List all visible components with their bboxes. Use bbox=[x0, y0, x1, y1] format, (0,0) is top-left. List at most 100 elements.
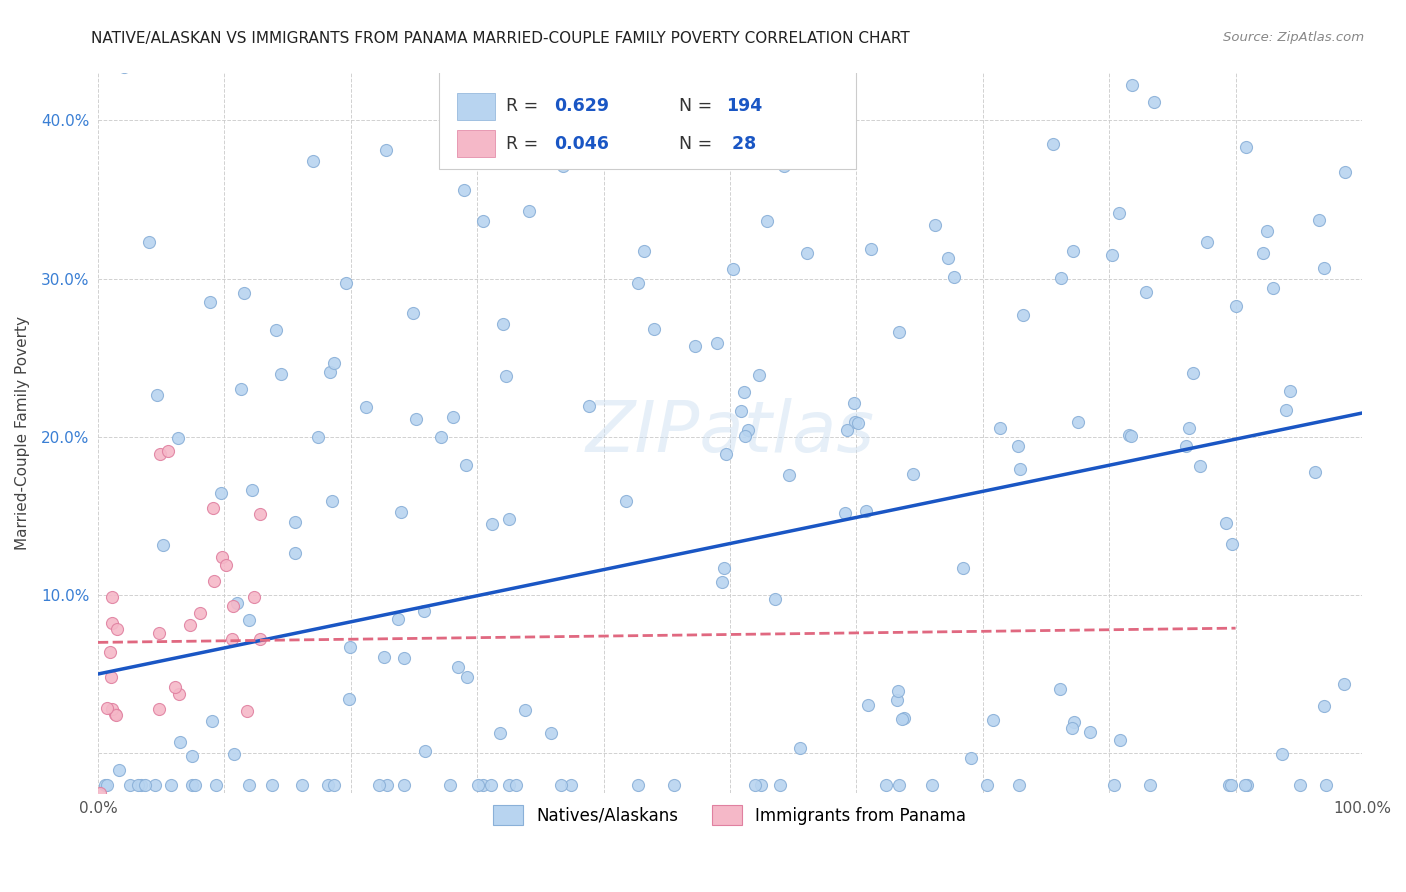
Point bbox=[319, 365, 342, 379]
Point bbox=[467, 778, 489, 792]
Point bbox=[439, 778, 461, 792]
Point bbox=[392, 778, 415, 792]
Point bbox=[789, 740, 811, 755]
Point bbox=[430, 430, 453, 444]
Point bbox=[242, 590, 264, 604]
Point bbox=[893, 711, 915, 725]
Point bbox=[321, 494, 343, 508]
Point bbox=[1178, 421, 1201, 435]
Point bbox=[1225, 299, 1247, 313]
Point bbox=[402, 306, 425, 320]
Point bbox=[167, 431, 190, 445]
Point bbox=[1256, 224, 1278, 238]
Point bbox=[1067, 415, 1090, 429]
Point bbox=[472, 778, 495, 792]
Point bbox=[627, 276, 650, 290]
Point bbox=[1063, 714, 1085, 729]
Point bbox=[198, 294, 221, 309]
Point bbox=[1108, 732, 1130, 747]
Point bbox=[943, 270, 966, 285]
Point bbox=[1263, 281, 1285, 295]
Point bbox=[1008, 778, 1031, 792]
Point bbox=[858, 698, 880, 712]
Point bbox=[180, 778, 202, 792]
Point bbox=[270, 367, 292, 381]
Point bbox=[392, 651, 415, 665]
Point bbox=[875, 778, 897, 792]
Point bbox=[1215, 516, 1237, 530]
Point bbox=[575, 50, 598, 64]
Point bbox=[484, 50, 506, 64]
Point bbox=[1315, 778, 1337, 792]
Point bbox=[844, 415, 866, 429]
Point bbox=[302, 153, 325, 168]
Point bbox=[1062, 722, 1084, 736]
Point bbox=[988, 421, 1011, 435]
Point bbox=[96, 701, 118, 715]
Point bbox=[1308, 213, 1330, 227]
Point bbox=[887, 778, 910, 792]
Point bbox=[202, 500, 225, 515]
Point bbox=[550, 778, 572, 792]
Point bbox=[148, 702, 170, 716]
Point bbox=[148, 626, 170, 640]
Point bbox=[627, 778, 650, 792]
Point bbox=[1121, 78, 1143, 93]
Point bbox=[737, 423, 759, 437]
Point bbox=[1234, 778, 1257, 792]
Point bbox=[291, 778, 314, 792]
Point bbox=[335, 276, 357, 290]
Point bbox=[105, 708, 128, 723]
Point bbox=[1135, 285, 1157, 299]
Point bbox=[322, 778, 344, 792]
Point bbox=[322, 356, 344, 370]
Point bbox=[540, 725, 562, 739]
Point bbox=[498, 512, 520, 526]
Point bbox=[517, 204, 540, 219]
Point bbox=[887, 683, 910, 698]
Point bbox=[447, 660, 470, 674]
Point bbox=[238, 778, 260, 792]
Point bbox=[1251, 245, 1274, 260]
Point bbox=[264, 322, 287, 336]
Point bbox=[498, 778, 520, 792]
Point bbox=[1208, 50, 1230, 64]
Point bbox=[211, 550, 233, 565]
Point bbox=[1010, 462, 1032, 476]
Point bbox=[924, 218, 946, 232]
Point bbox=[769, 778, 792, 792]
Point bbox=[367, 778, 389, 792]
Point bbox=[1195, 235, 1218, 250]
Point bbox=[260, 778, 283, 792]
Point bbox=[184, 778, 207, 792]
Point bbox=[375, 778, 398, 792]
Point bbox=[127, 778, 149, 792]
Point bbox=[744, 778, 766, 792]
Text: Source: ZipAtlas.com: Source: ZipAtlas.com bbox=[1223, 31, 1364, 45]
Point bbox=[960, 750, 983, 764]
Point bbox=[643, 322, 665, 336]
Text: 0.629: 0.629 bbox=[554, 97, 609, 115]
Point bbox=[749, 778, 772, 792]
Point bbox=[1143, 95, 1166, 109]
Point bbox=[145, 388, 167, 402]
Point bbox=[936, 251, 959, 265]
Point bbox=[547, 50, 569, 64]
Point bbox=[1007, 439, 1029, 453]
Legend: Natives/Alaskans, Immigrants from Panama: Natives/Alaskans, Immigrants from Panama bbox=[484, 796, 977, 835]
Point bbox=[339, 640, 361, 654]
Point bbox=[1119, 429, 1142, 443]
Point bbox=[249, 507, 271, 521]
Point bbox=[952, 560, 974, 574]
Point bbox=[716, 447, 738, 461]
Point bbox=[921, 778, 943, 792]
Point bbox=[1181, 366, 1204, 380]
Point bbox=[683, 339, 706, 353]
Point bbox=[138, 235, 160, 250]
Text: R =: R = bbox=[506, 97, 544, 115]
Point bbox=[94, 778, 117, 792]
Point bbox=[284, 545, 307, 559]
Point bbox=[238, 613, 260, 627]
Point bbox=[1108, 206, 1130, 220]
FancyBboxPatch shape bbox=[439, 70, 856, 169]
